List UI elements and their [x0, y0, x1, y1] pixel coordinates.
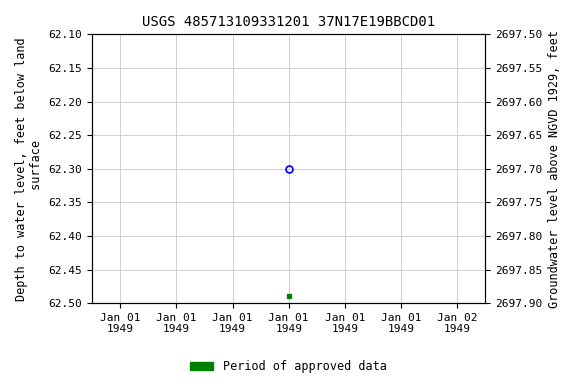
- Y-axis label: Depth to water level, feet below land
 surface: Depth to water level, feet below land su…: [15, 37, 43, 301]
- Y-axis label: Groundwater level above NGVD 1929, feet: Groundwater level above NGVD 1929, feet: [548, 30, 561, 308]
- Title: USGS 485713109331201 37N17E19BBCD01: USGS 485713109331201 37N17E19BBCD01: [142, 15, 435, 29]
- Legend: Period of approved data: Period of approved data: [185, 356, 391, 378]
